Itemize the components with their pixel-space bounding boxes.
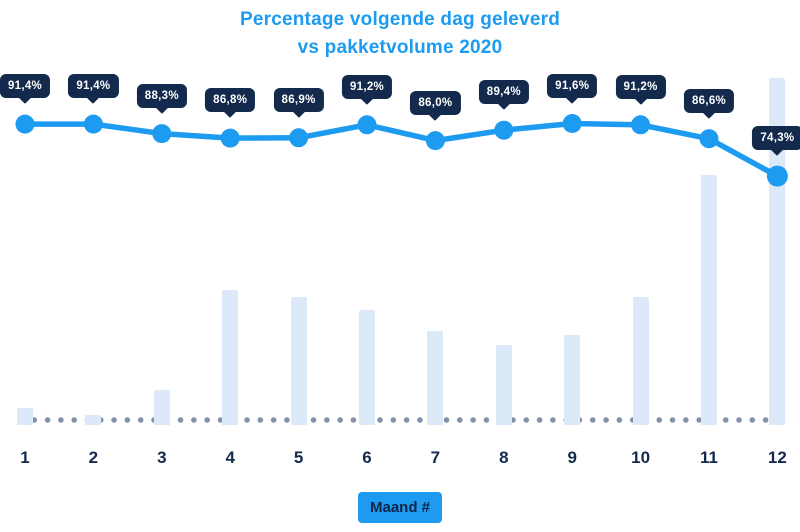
- x-axis-label: 10: [631, 448, 651, 467]
- volume-bar: [359, 310, 375, 425]
- data-label-tooltip: 91,6%: [547, 73, 598, 98]
- line-point: [83, 114, 103, 134]
- x-axis-label: 9: [567, 448, 577, 467]
- data-label-tooltip: 86,8%: [205, 88, 256, 113]
- x-axis-label: 5: [293, 448, 304, 467]
- volume-bar: [290, 297, 307, 425]
- line-point: [494, 120, 514, 140]
- data-label-tooltip: 91,4%: [68, 74, 119, 99]
- line-point: [425, 131, 445, 151]
- line-point: [766, 165, 788, 187]
- data-label-tooltip: 86,9%: [273, 87, 324, 112]
- volume-bar: [495, 345, 512, 425]
- x-axis-label: 8: [499, 448, 509, 467]
- data-label-tooltip: 86,0%: [410, 90, 461, 115]
- line-point: [699, 129, 719, 149]
- volume-bar: [769, 78, 786, 425]
- chart-title: Percentage volgende dag geleverd vs pakk…: [0, 6, 800, 61]
- percentage-line: [22, 120, 781, 179]
- x-axis-label: 3: [157, 448, 167, 467]
- chart-title-line2: vs pakketvolume 2020: [297, 36, 503, 58]
- x-axis-title-badge: Maand #: [357, 492, 443, 523]
- x-axis-label: 1: [20, 448, 30, 467]
- volume-bar: [632, 297, 649, 425]
- line-point: [562, 114, 582, 133]
- volume-bar: [85, 415, 102, 425]
- x-axis-label: 12: [767, 448, 787, 467]
- x-axis-label: 4: [225, 448, 235, 467]
- data-label-tooltip: 88,3%: [136, 83, 187, 108]
- volume-bar: [701, 175, 717, 425]
- chart-title-line1: Percentage volgende dag geleverd: [239, 9, 560, 30]
- data-label-tooltip: 91,4%: [0, 74, 51, 99]
- line-point: [357, 115, 377, 135]
- line-point: [152, 124, 172, 144]
- line-point: [220, 128, 240, 148]
- line-point: [289, 128, 309, 148]
- line-point: [631, 115, 651, 135]
- x-axis-label: 6: [362, 448, 372, 467]
- volume-bar: [564, 335, 581, 425]
- dotted-baseline: [16, 415, 784, 425]
- x-axis-label: 7: [430, 448, 441, 467]
- data-label-tooltip: 86,6%: [683, 88, 735, 113]
- volume-bar: [153, 390, 170, 425]
- x-axis-label: 11: [700, 448, 718, 467]
- volume-bar: [427, 331, 444, 425]
- line-point: [15, 114, 35, 134]
- data-label-tooltip: 91,2%: [341, 74, 393, 99]
- data-label-tooltip: 74,3%: [752, 126, 800, 151]
- volume-bar: [17, 408, 33, 425]
- data-label-tooltip: 91,2%: [615, 74, 666, 99]
- x-axis-label: 2: [88, 448, 99, 467]
- volume-bar: [222, 290, 239, 425]
- data-label-tooltip: 89,4%: [478, 80, 529, 105]
